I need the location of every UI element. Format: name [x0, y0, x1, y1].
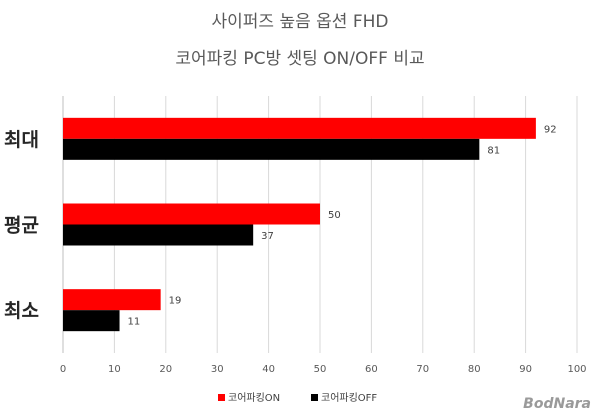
- x-tick-label: 100: [567, 364, 586, 375]
- x-tick-label: 80: [468, 364, 481, 375]
- bar: [63, 310, 120, 332]
- x-tick-label: 20: [159, 364, 172, 375]
- data-label: 11: [128, 317, 141, 328]
- data-label: 50: [328, 210, 341, 221]
- data-label: 92: [544, 124, 557, 135]
- x-tick-label: 70: [416, 364, 429, 375]
- category-label: 최대: [4, 129, 39, 151]
- data-label: 81: [487, 145, 500, 156]
- legend: 코어파킹ON 코어파킹OFF: [218, 392, 377, 404]
- x-tick-label: 40: [262, 364, 275, 375]
- chart-title: 사이퍼즈 높음 옵션 FHD: [212, 12, 389, 32]
- legend-swatch: [311, 394, 318, 401]
- watermark-logo: BodNara: [523, 396, 591, 412]
- x-tick-label: 30: [211, 364, 224, 375]
- data-label: 19: [169, 296, 182, 307]
- bar: [63, 138, 480, 160]
- bar: [63, 289, 161, 311]
- legend-label: 코어파킹ON: [228, 392, 280, 404]
- x-tick-label: 50: [314, 364, 327, 375]
- bars: 92 81 50 37 19 11: [63, 117, 557, 332]
- x-tick-label: 90: [519, 364, 532, 375]
- legend-swatch: [218, 394, 225, 401]
- chart-subtitle: 코어파킹 PC방 셋팅 ON/OFF 비교: [175, 49, 424, 69]
- bar: [63, 203, 320, 225]
- x-tick-label: 0: [60, 364, 66, 375]
- bar: [63, 117, 536, 139]
- x-tick-labels: 0 10 20 30 40 50 60 70 80 90 100: [60, 364, 587, 375]
- legend-label: 코어파킹OFF: [321, 392, 377, 404]
- x-tick-label: 10: [108, 364, 121, 375]
- x-tick-label: 60: [365, 364, 378, 375]
- data-label: 37: [261, 231, 274, 242]
- bar: [63, 224, 254, 246]
- category-label: 최소: [4, 300, 39, 322]
- category-label: 평균: [4, 215, 39, 237]
